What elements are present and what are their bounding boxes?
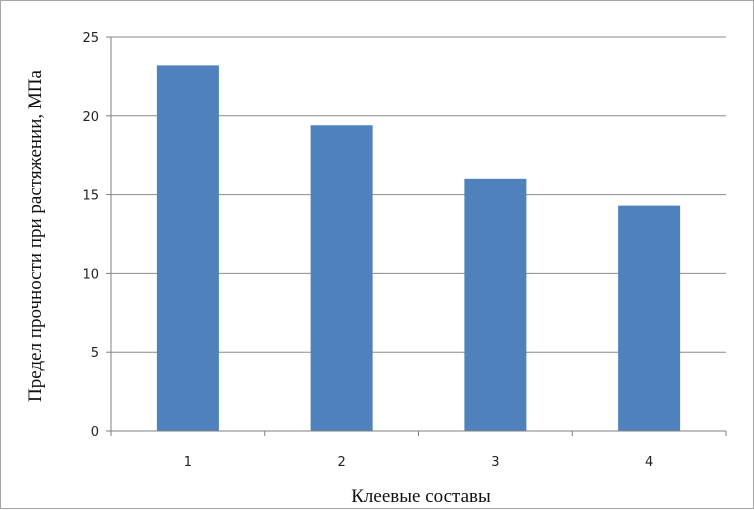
x-tick-labels: 1 2 3 4 [184, 455, 654, 470]
y-tick-label-3: 15 [82, 189, 99, 204]
y-tick-label-2: 10 [82, 267, 99, 282]
y-tick-label-0: 0 [91, 425, 99, 440]
y-tick-label-5: 25 [82, 31, 99, 46]
x-tick-label-1: 1 [184, 455, 192, 470]
y-tick-label-4: 20 [82, 110, 99, 125]
axes [106, 36, 727, 436]
x-axis-title: Клеевые составы [351, 486, 491, 507]
bar-2 [310, 125, 373, 432]
bar-4 [618, 205, 681, 431]
bar-3 [464, 178, 527, 431]
x-tick-label-3: 3 [491, 455, 499, 470]
y-tick-labels: 0 5 10 15 20 25 [82, 31, 99, 440]
y-axis-title: Предел прочности при растяжении, МПа [25, 70, 46, 402]
x-tick-label-4: 4 [645, 455, 653, 470]
y-tick-label-1: 5 [91, 346, 99, 361]
bars [156, 65, 681, 432]
x-tick-label-2: 2 [337, 455, 345, 470]
bar-1 [156, 65, 219, 432]
